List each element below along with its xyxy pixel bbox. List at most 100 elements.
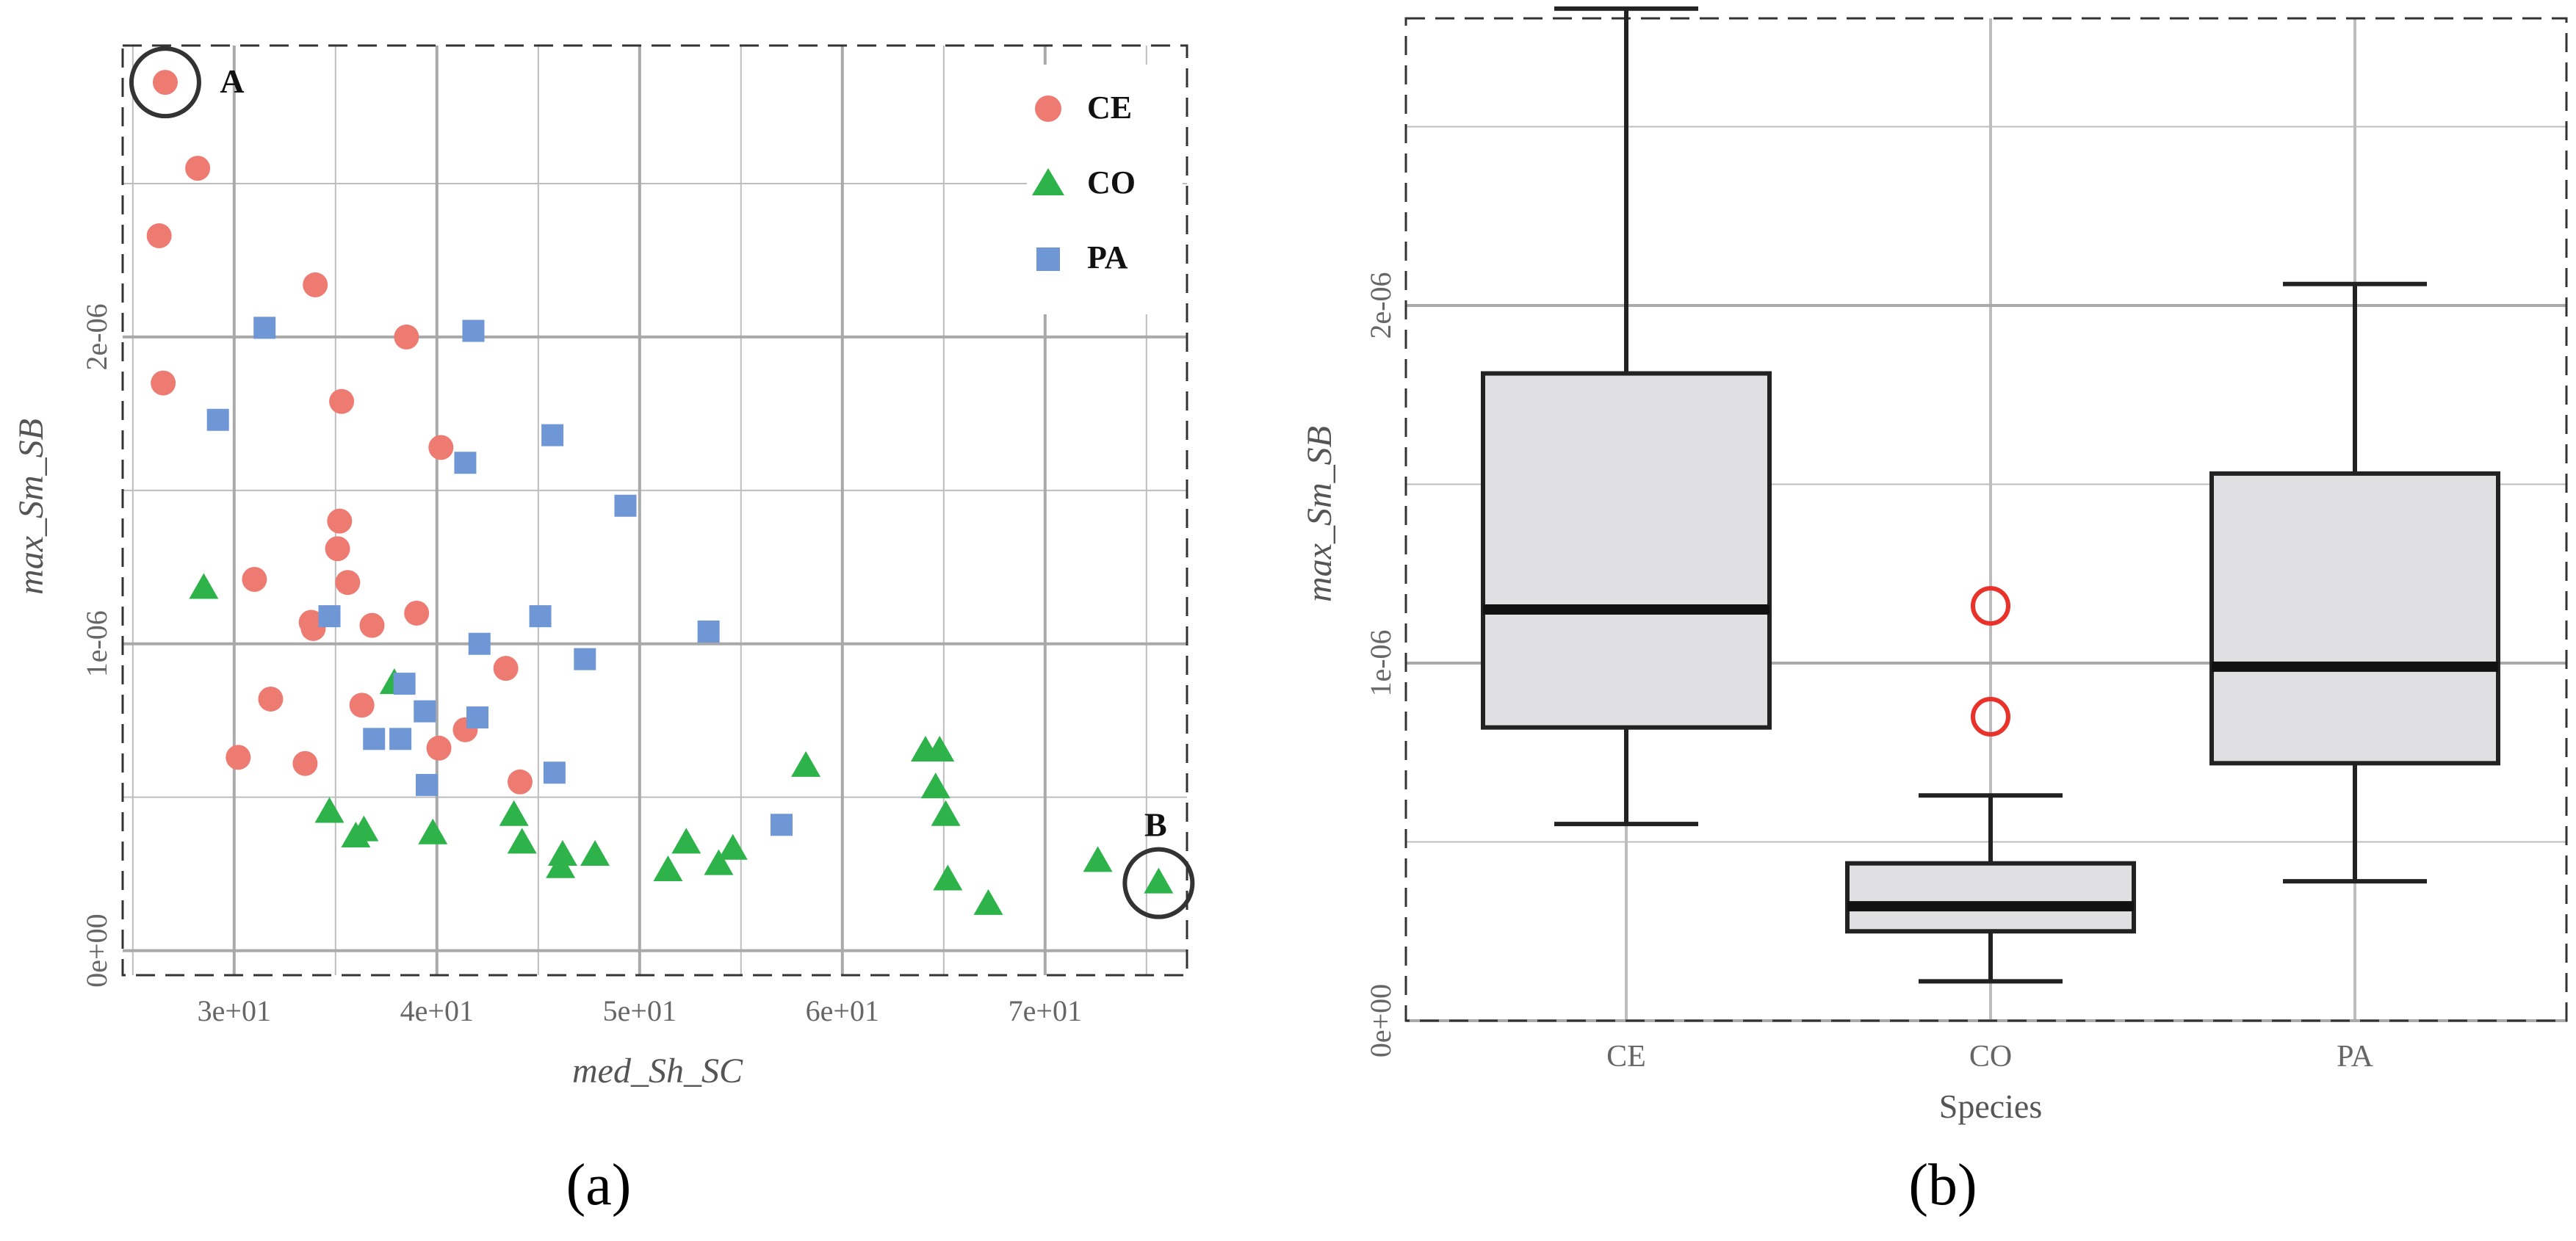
co-point xyxy=(920,773,950,799)
pa-point xyxy=(318,605,341,628)
co-point xyxy=(546,852,576,878)
pa-point xyxy=(466,706,488,729)
ce-point xyxy=(242,567,267,593)
ce-point xyxy=(394,324,419,350)
co-point xyxy=(189,573,219,599)
pa-point xyxy=(393,673,416,695)
co-point xyxy=(671,828,701,854)
co-point xyxy=(499,800,529,826)
outlier-point xyxy=(1971,586,2010,626)
ce-point xyxy=(507,769,533,795)
pa-point xyxy=(529,605,552,628)
pa-point xyxy=(574,648,596,670)
co-point xyxy=(1144,867,1174,894)
legend-pa-label: PA xyxy=(1087,239,1128,275)
pa-point xyxy=(416,773,438,796)
scatter-y-axis-title: max_Sm_SB xyxy=(12,419,51,595)
x-category-label: CE xyxy=(1606,1040,1646,1074)
x-tick-label: 5e+01 xyxy=(603,994,677,1027)
scatter-legend: CE CO PA xyxy=(1027,65,1183,314)
ce-point xyxy=(329,388,355,414)
panel-label-b: (b) xyxy=(1908,1153,1977,1218)
legend-co-label: CO xyxy=(1087,164,1136,200)
legend-ce-label: CE xyxy=(1087,90,1132,126)
pa-point xyxy=(206,408,229,431)
co-point xyxy=(931,800,961,826)
scatter-ticks: 3e+01 4e+01 5e+01 6e+01 7e+01 0e+00 1e-06 2e-06 xyxy=(80,303,1082,1027)
co-point xyxy=(718,833,748,860)
co-point xyxy=(791,750,821,777)
ce-point xyxy=(292,750,318,776)
boxplot-boxes xyxy=(1481,6,2500,984)
pa-point xyxy=(454,452,477,474)
x-tick-label: 3e+01 xyxy=(198,994,271,1027)
pa-point xyxy=(697,620,720,643)
co-point xyxy=(704,849,734,875)
scatter-annotations: AB xyxy=(129,46,1195,919)
x-tick-label: 6e+01 xyxy=(806,994,879,1027)
legend-ce-marker xyxy=(1035,95,1061,122)
pa-point xyxy=(414,700,436,723)
box-co xyxy=(1845,861,2136,934)
pa-point xyxy=(253,316,276,339)
y-tick-label: 1e-06 xyxy=(1364,629,1397,696)
boxplot-y-axis-title: max_Sm_SB xyxy=(1300,426,1339,602)
ce-point xyxy=(146,223,172,249)
scatter-panel: 3e+01 4e+01 5e+01 6e+01 7e+01 0e+00 1e-06 2e-06… xyxy=(12,44,1195,1218)
ce-point xyxy=(404,600,430,626)
co-point xyxy=(418,818,448,844)
annotation-label: A xyxy=(220,62,244,100)
y-tick-label: 1e-06 xyxy=(80,610,113,677)
co-point xyxy=(547,840,577,866)
co-point xyxy=(580,840,610,866)
pa-point xyxy=(468,632,491,655)
box-pa xyxy=(2209,471,2500,766)
scatter-x-axis-title: med_Sh_SC xyxy=(572,1052,743,1090)
co-point xyxy=(973,889,1003,915)
ce-point xyxy=(426,735,452,761)
ce-point xyxy=(185,156,211,181)
pa-point xyxy=(543,761,566,784)
outlier-highlight-circle xyxy=(1122,847,1195,919)
ce-point xyxy=(226,745,251,770)
boxplot-frame xyxy=(1404,17,2568,1022)
outlier-point xyxy=(1971,697,2010,737)
co-point xyxy=(933,864,963,891)
scatter-points xyxy=(146,70,1174,915)
ce-point xyxy=(359,612,385,638)
ce-point xyxy=(335,570,361,596)
ce-point xyxy=(303,272,328,297)
y-tick-label: 0e+00 xyxy=(1364,984,1397,1057)
legend-co-marker xyxy=(1032,168,1064,195)
co-point xyxy=(507,828,537,854)
box-ce xyxy=(1481,371,1772,730)
ce-point xyxy=(325,536,350,562)
ce-point xyxy=(258,686,284,712)
x-tick-label: 7e+01 xyxy=(1009,994,1082,1027)
co-point xyxy=(925,735,955,761)
ce-point xyxy=(327,508,353,534)
panel-label-a: (a) xyxy=(566,1153,632,1218)
pa-point xyxy=(363,728,386,750)
pa-point xyxy=(771,814,793,836)
co-point xyxy=(314,797,344,823)
pa-point xyxy=(614,494,637,517)
pa-point xyxy=(462,319,485,342)
ce-point xyxy=(493,656,519,681)
x-tick-label: 4e+01 xyxy=(400,994,474,1027)
scatter-frame xyxy=(121,44,1188,977)
ce-point xyxy=(428,435,454,460)
outlier-highlight-circle xyxy=(129,46,201,119)
x-category-label: PA xyxy=(2337,1040,2374,1074)
y-tick-label: 0e+00 xyxy=(80,913,113,987)
ce-point xyxy=(151,370,176,396)
co-point xyxy=(1083,846,1113,872)
y-tick-label: 2e-06 xyxy=(1364,272,1397,339)
x-category-label: CO xyxy=(1969,1040,2012,1074)
co-point xyxy=(653,855,683,881)
y-tick-label: 2e-06 xyxy=(80,303,113,370)
pa-point xyxy=(389,728,412,750)
annotation-label: B xyxy=(1144,806,1167,844)
